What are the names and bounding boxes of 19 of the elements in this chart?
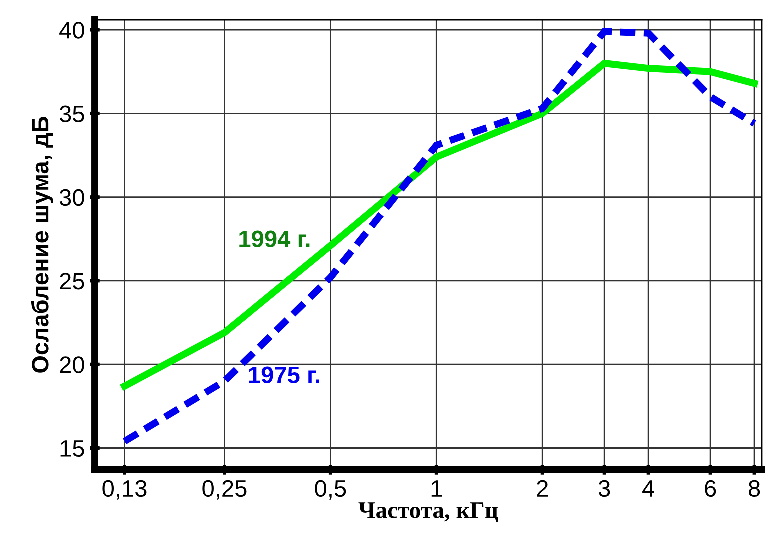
x-tick-label: 1 (432, 480, 442, 497)
x-tick-label: 0,5 (315, 480, 346, 500)
y-axis-title: Ослабление шума, дБ (31, 116, 54, 373)
y-tick-label: 25 (60, 273, 84, 290)
series-label: 1994 г. (240, 230, 310, 248)
y-tick-label: 30 (60, 189, 84, 206)
x-tick-label: 6 (705, 480, 716, 498)
y-tick-label: 15 (60, 440, 84, 458)
y-tick-label: 40 (60, 22, 84, 39)
x-tick-label: 4 (642, 480, 654, 497)
series-label: 1975 г. (249, 366, 320, 384)
y-tick-label: 35 (60, 106, 84, 122)
x-axis-title: Частота, кГц (358, 502, 498, 522)
x-tick-label: 0,13 (102, 480, 147, 500)
x-tick-label: 2 (537, 480, 548, 497)
x-tick-label: 0,25 (202, 480, 247, 500)
x-tick-label: 3 (598, 480, 610, 498)
x-tick-label: 8 (749, 480, 760, 498)
y-tick-label: 20 (60, 356, 84, 374)
